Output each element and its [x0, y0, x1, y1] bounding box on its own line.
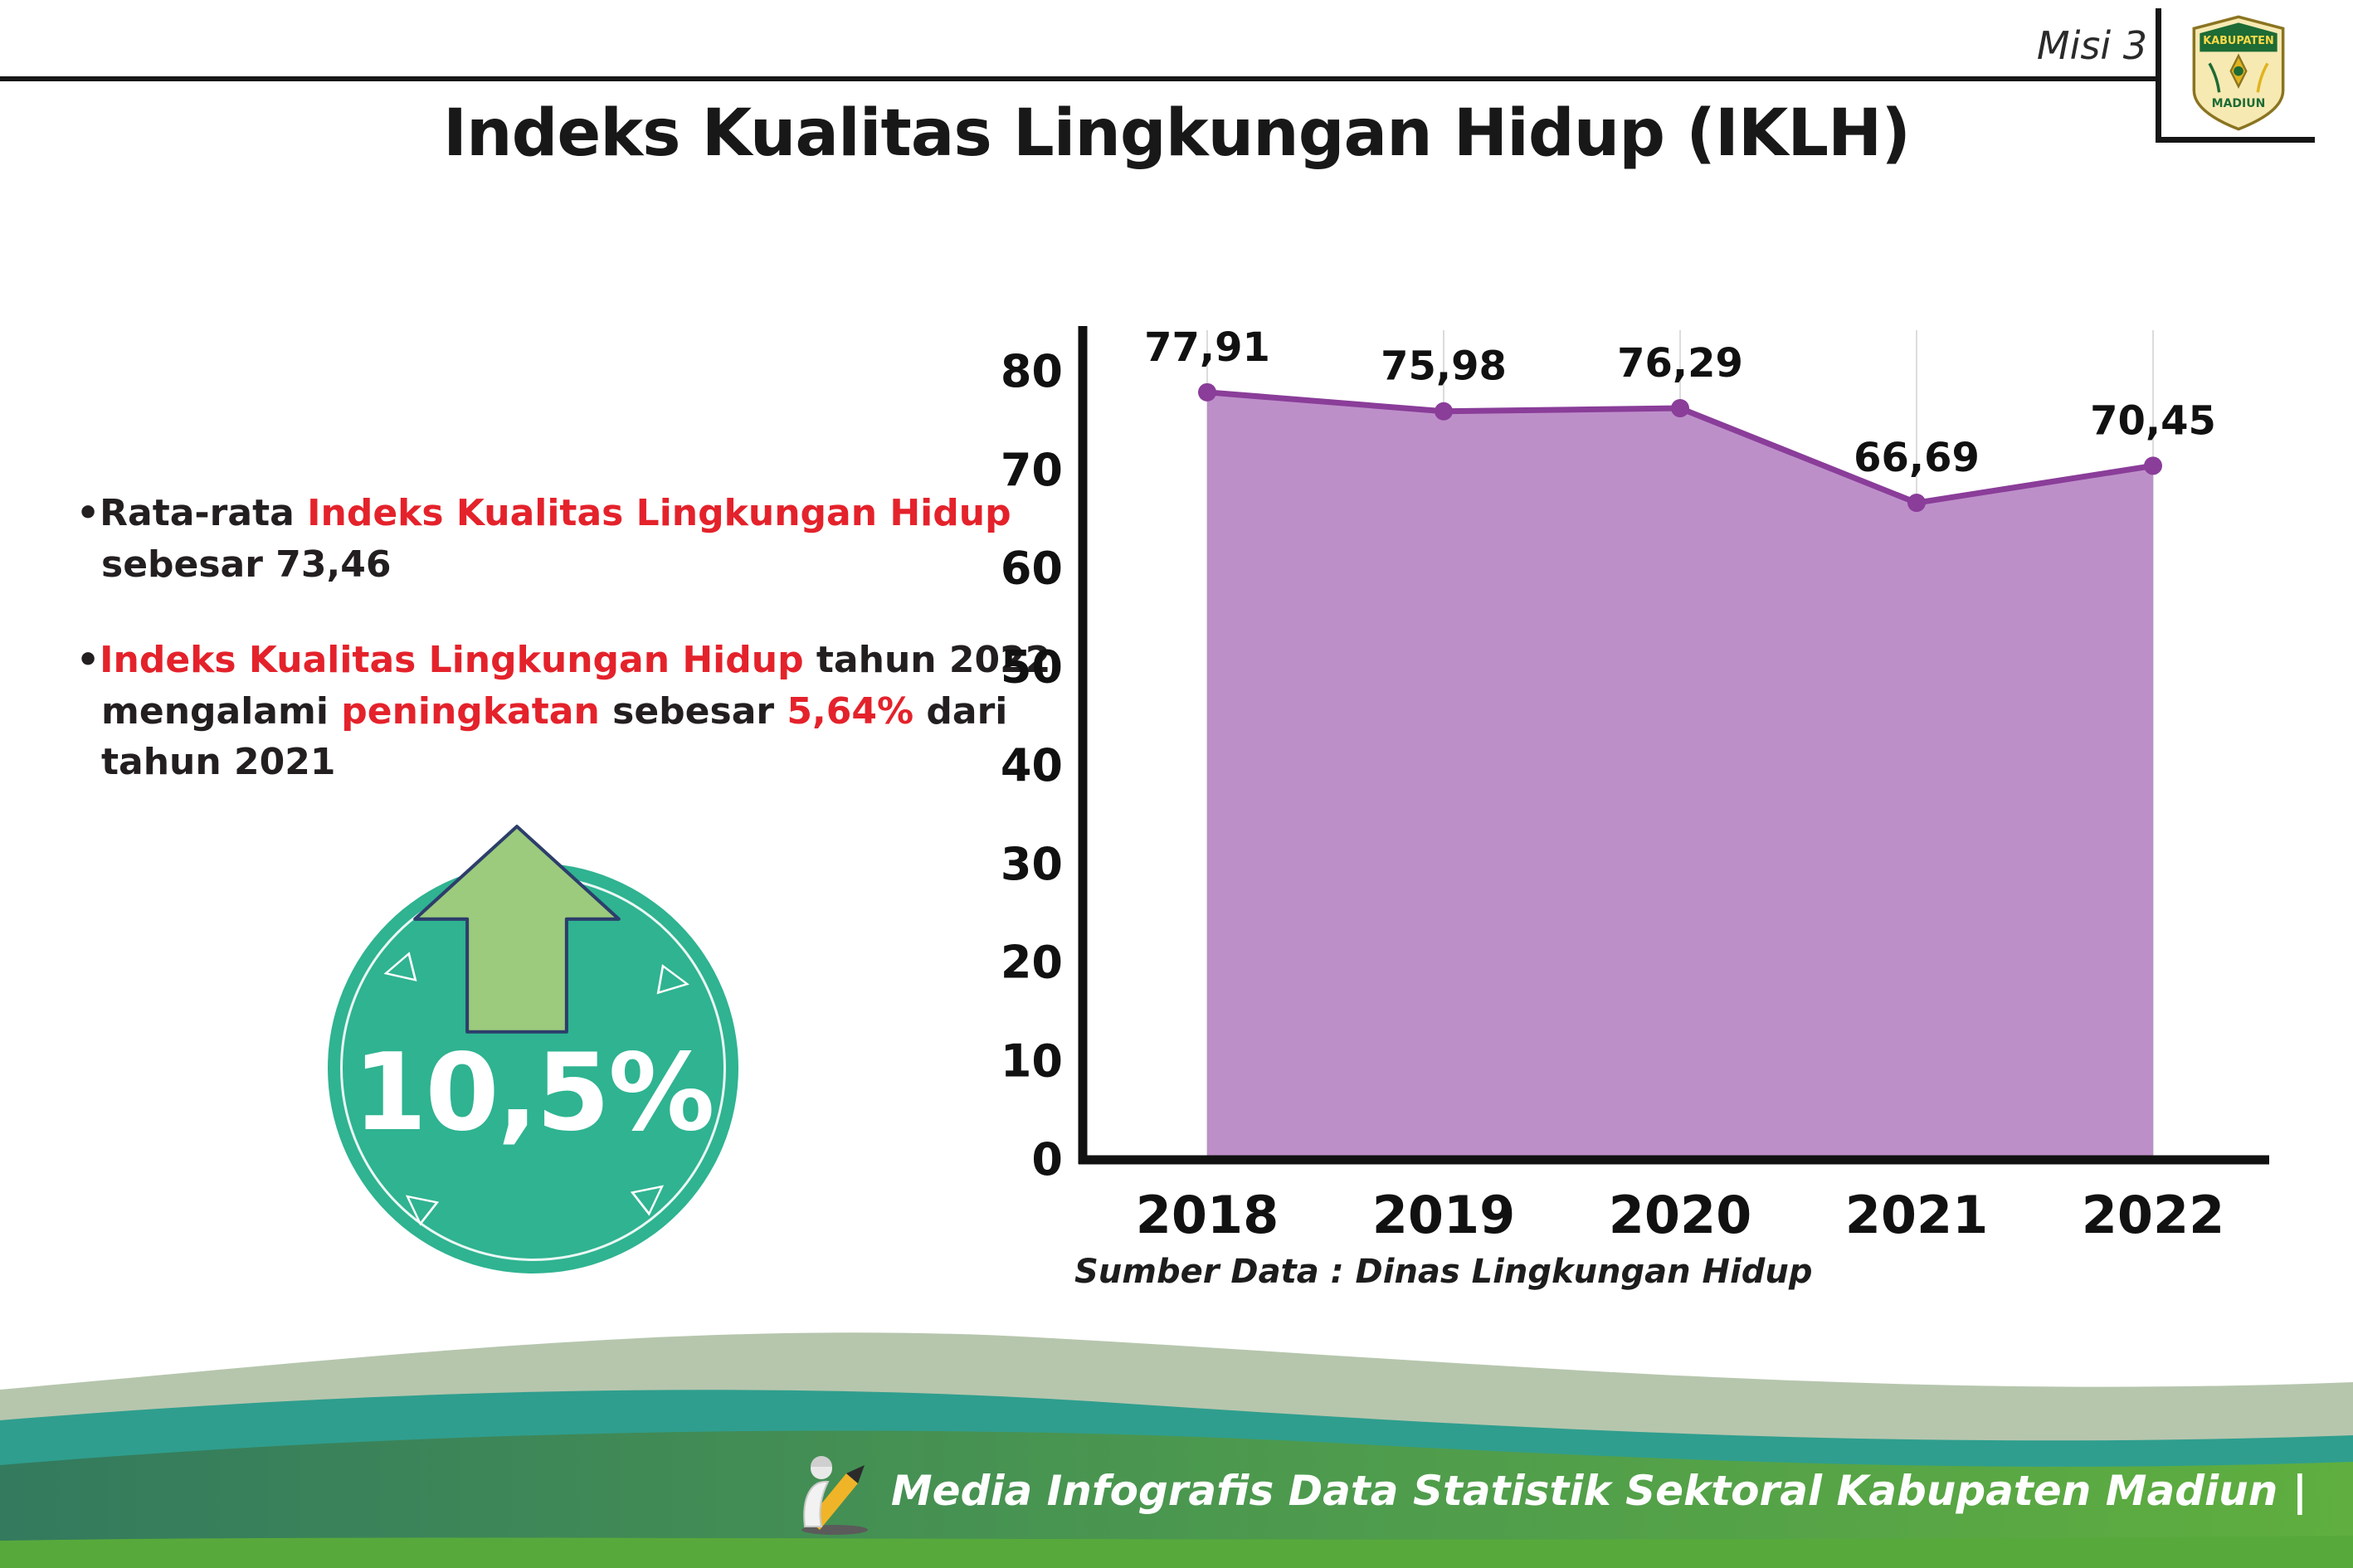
- bullet-run: Rata-rata: [100, 492, 308, 534]
- svg-text:60: 60: [1001, 543, 1063, 595]
- key-points: •Rata-rata Indeks Kualitas Lingkungan Hi…: [76, 488, 1064, 788]
- bullet-run: sebesar 73,46: [101, 543, 392, 586]
- chart-section: 77,91 75,98 76,29 66,69 70,45 0 10 20 30 40 50 60 70…: [991, 280, 2286, 1334]
- bullet-run: dari tahun 2021: [101, 689, 1008, 784]
- footer-wave-decoration: [0, 1332, 2353, 1568]
- footer-credit-text: Media Infografis Data Statistik Sektoral…: [890, 1467, 2307, 1515]
- bullet-run-highlight: 5,64%: [787, 689, 914, 733]
- bullet-run-highlight: Indeks Kualitas Lingkungan Hidup: [100, 639, 804, 682]
- svg-text:2019: 2019: [1372, 1185, 1516, 1245]
- badge-value: 10,5%: [353, 1031, 714, 1155]
- percent-badge: ◁ ▷ ◁ ▷ 10,5%: [328, 863, 738, 1273]
- up-arrow-icon: [413, 825, 621, 1034]
- iklh-area-chart: 77,91 75,98 76,29 66,69 70,45 0 10 20 30 40 50 60 70…: [1001, 324, 2269, 1245]
- svg-text:0: 0: [1031, 1133, 1063, 1186]
- bullet-glyph: •: [76, 639, 100, 682]
- svg-text:80: 80: [1001, 345, 1063, 397]
- bullet-run-highlight: Indeks Kualitas Lingkungan Hidup: [307, 492, 1011, 534]
- svg-text:2018: 2018: [1136, 1185, 1279, 1245]
- svg-text:2021: 2021: [1845, 1185, 1989, 1245]
- svg-text:70: 70: [1001, 444, 1063, 496]
- bullet-glyph: •: [76, 492, 100, 534]
- bullet-increase-2022: •Indeks Kualitas Lingkungan Hidup tahun …: [76, 635, 1064, 788]
- svg-text:66,69: 66,69: [1854, 435, 1980, 481]
- svg-text:20: 20: [1001, 937, 1063, 989]
- logo-text-madiun: MADIUN: [2211, 96, 2265, 110]
- chart-source-note: Sumber Data : Dinas Lingkungan Hidup: [1074, 1253, 1813, 1291]
- svg-text:50: 50: [1001, 640, 1063, 693]
- svg-text:10: 10: [1001, 1035, 1063, 1087]
- footer-credit: Media Infografis Data Statistik Sektoral…: [797, 1447, 2307, 1535]
- svg-text:70,45: 70,45: [2090, 397, 2216, 444]
- logo-text-kabupaten: KABUPATEN: [2203, 35, 2273, 47]
- svg-text:2020: 2020: [1609, 1185, 1752, 1245]
- bullet-average-iklh: •Rata-rata Indeks Kualitas Lingkungan Hi…: [76, 488, 1064, 590]
- kabupaten-madiun-logo: KABUPATEN MADIUN: [2192, 15, 2284, 131]
- bullet-run: tahun 2022 mengalami: [101, 639, 1051, 733]
- bullet-run: sebesar: [599, 689, 787, 733]
- logo-frame: KABUPATEN MADIUN: [2156, 8, 2315, 143]
- svg-text:30: 30: [1001, 838, 1063, 890]
- misi-label: Misi 3: [2036, 23, 2147, 68]
- svg-text:76,29: 76,29: [1617, 340, 1743, 387]
- bullet-run-highlight: peningkatan: [341, 689, 600, 733]
- svg-text:75,98: 75,98: [1381, 343, 1507, 390]
- svg-text:40: 40: [1001, 739, 1063, 791]
- page-title: Indeks Kualitas Lingkungan Hidup (IKLH): [443, 96, 1911, 171]
- header-divider: [0, 76, 2156, 81]
- svg-text:77,91: 77,91: [1144, 324, 1270, 371]
- svg-text:2022: 2022: [2082, 1185, 2225, 1245]
- mascot-icon: [801, 1456, 868, 1535]
